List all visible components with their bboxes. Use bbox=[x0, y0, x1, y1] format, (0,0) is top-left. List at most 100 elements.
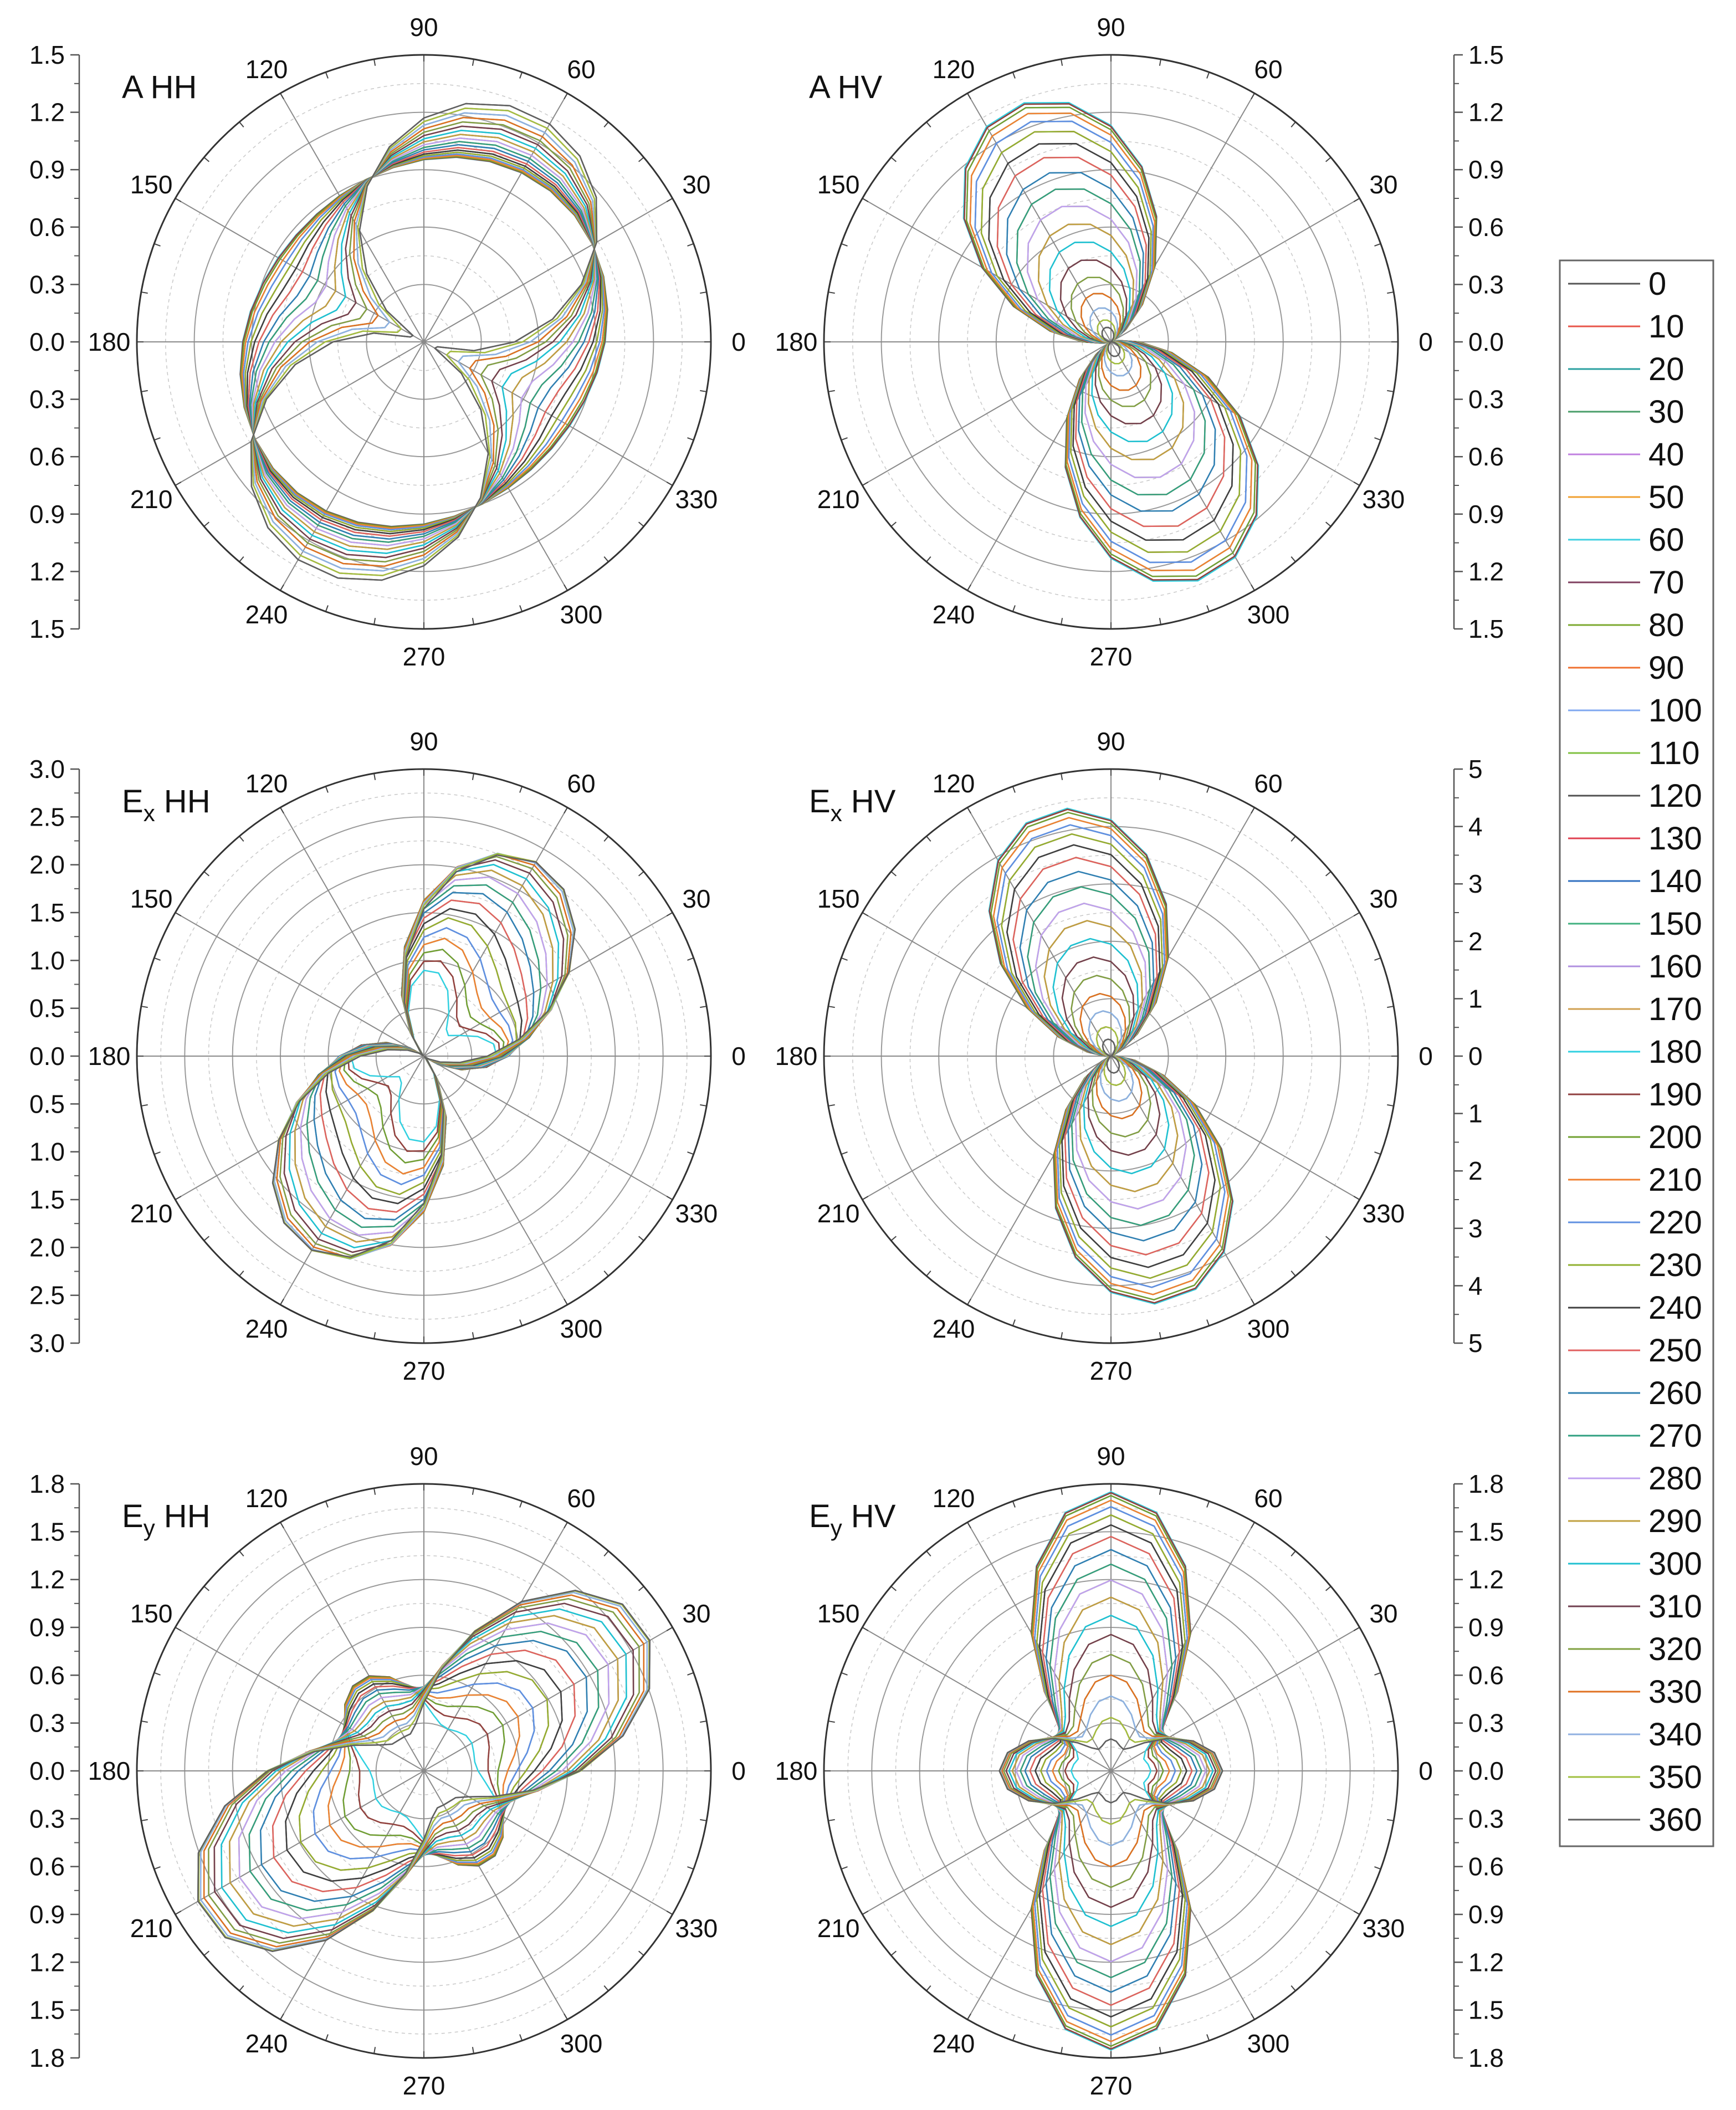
radial-axis-label: 0.6 bbox=[29, 213, 65, 242]
legend-label: 100 bbox=[1648, 693, 1702, 729]
grid-spoke bbox=[175, 1627, 424, 1771]
angle-label: 240 bbox=[933, 1314, 975, 1343]
grid-spoke bbox=[175, 198, 424, 342]
rim-tick bbox=[967, 807, 971, 814]
grid-spoke bbox=[423, 1627, 673, 1771]
radial-axis-label: 1.5 bbox=[29, 1517, 65, 1546]
angle-label: 270 bbox=[403, 1356, 445, 1385]
angle-label: 240 bbox=[245, 600, 288, 629]
rim-tick bbox=[519, 786, 523, 793]
series-line bbox=[244, 151, 603, 532]
rim-tick bbox=[890, 521, 897, 527]
angle-label: 270 bbox=[403, 642, 445, 671]
radial-axis-label: 1.8 bbox=[1468, 2044, 1504, 2072]
angle-label: 210 bbox=[130, 485, 173, 514]
rim-tick bbox=[700, 1104, 707, 1107]
radial-axis-label: 0.3 bbox=[29, 1709, 65, 1738]
rim-tick bbox=[519, 605, 523, 612]
polar-rim bbox=[823, 768, 1399, 1344]
radial-axis-label: 0.5 bbox=[29, 1089, 65, 1118]
series-line bbox=[1011, 1596, 1211, 1945]
legend-label: 290 bbox=[1648, 1503, 1702, 1539]
rim-tick bbox=[603, 121, 609, 128]
series-line bbox=[240, 156, 608, 528]
rim-tick bbox=[862, 482, 869, 486]
series-line bbox=[229, 1615, 619, 1927]
angle-label: 150 bbox=[130, 1599, 173, 1628]
angle-label: 330 bbox=[1363, 485, 1405, 514]
rim-tick bbox=[828, 1819, 835, 1821]
rim-tick bbox=[841, 1151, 848, 1155]
rim-tick bbox=[1374, 1672, 1381, 1676]
rim-tick bbox=[141, 1819, 148, 1821]
series-line bbox=[1005, 1633, 1217, 1908]
radial-axis-label: 0.6 bbox=[1468, 1661, 1504, 1689]
radial-axis-label: 1.5 bbox=[29, 1185, 65, 1214]
grid-spoke bbox=[423, 1770, 673, 1915]
angle-label: 150 bbox=[817, 170, 860, 199]
rim-tick bbox=[1353, 912, 1360, 916]
rim-tick bbox=[472, 2047, 474, 2054]
grid-spoke bbox=[175, 341, 424, 486]
rim-tick bbox=[926, 556, 931, 562]
radial-axis-label: 4 bbox=[1468, 1271, 1483, 1300]
rim-tick bbox=[175, 912, 182, 916]
rim-tick bbox=[472, 1488, 474, 1495]
angle-label: 300 bbox=[1247, 600, 1290, 629]
rim-tick bbox=[141, 291, 148, 294]
rim-tick bbox=[141, 1720, 148, 1723]
angle-label: 180 bbox=[88, 327, 131, 356]
radial-axis-label: 2.5 bbox=[29, 1281, 65, 1310]
series-line bbox=[213, 1602, 634, 1939]
angle-label: 120 bbox=[933, 769, 975, 798]
rim-tick bbox=[564, 1522, 568, 1529]
series-line bbox=[251, 116, 597, 567]
rim-tick bbox=[153, 437, 161, 441]
rim-tick bbox=[239, 1985, 244, 1991]
rim-tick bbox=[1012, 1319, 1016, 1327]
rim-tick bbox=[1291, 121, 1296, 128]
rim-tick bbox=[1387, 1006, 1394, 1008]
rim-tick bbox=[472, 59, 474, 66]
rim-tick bbox=[175, 198, 182, 202]
rim-tick bbox=[519, 71, 523, 79]
radial-axis-label: 1.2 bbox=[29, 557, 65, 586]
rim-tick bbox=[841, 1672, 848, 1676]
radial-axis-label: 0.0 bbox=[29, 327, 65, 356]
angle-label: 180 bbox=[775, 327, 818, 356]
rim-tick bbox=[373, 59, 376, 66]
rim-tick bbox=[967, 1298, 971, 1305]
rim-tick bbox=[373, 1488, 376, 1495]
rim-tick bbox=[564, 1298, 568, 1305]
rim-tick bbox=[1012, 605, 1016, 612]
rim-tick bbox=[666, 1911, 673, 1915]
angle-label: 60 bbox=[1254, 769, 1282, 798]
polar-rim bbox=[823, 1483, 1399, 2059]
rim-tick bbox=[967, 584, 971, 591]
polar-panel-A_HH: 0 30 60 90 120 150 180 210 240 270 300 330 1.5 1.2 0.9… bbox=[29, 13, 746, 671]
rim-tick bbox=[1061, 1332, 1063, 1339]
panel-title: Ex HV bbox=[809, 783, 896, 826]
polar-panel-Ey_HV: 0 30 60 90 120 150 180 210 240 270 300 330 1.8 1.5 1.2… bbox=[775, 1442, 1504, 2100]
radial-axis-label: 0.9 bbox=[29, 1900, 65, 1929]
rim-tick bbox=[862, 1196, 869, 1200]
rim-tick bbox=[1291, 836, 1296, 842]
series-line bbox=[1031, 1494, 1191, 2047]
radial-axis-label: 1.2 bbox=[29, 1948, 65, 1976]
angle-label: 150 bbox=[817, 1599, 860, 1628]
rim-tick bbox=[638, 1236, 644, 1241]
angle-label: 30 bbox=[682, 1599, 710, 1628]
rim-tick bbox=[1061, 618, 1063, 625]
radial-axis-label: 0.6 bbox=[29, 1661, 65, 1689]
legend-label: 20 bbox=[1648, 351, 1684, 387]
rim-tick bbox=[153, 1866, 161, 1870]
rim-tick bbox=[890, 1236, 897, 1241]
angle-label: 0 bbox=[731, 1042, 746, 1071]
series-line bbox=[272, 1650, 576, 1892]
rim-tick bbox=[638, 157, 644, 162]
rim-tick bbox=[666, 1196, 673, 1200]
rim-tick bbox=[325, 1500, 329, 1508]
rim-tick bbox=[638, 521, 644, 527]
radial-axis-label: 0.5 bbox=[29, 994, 65, 1023]
grid-spoke bbox=[423, 807, 568, 1057]
